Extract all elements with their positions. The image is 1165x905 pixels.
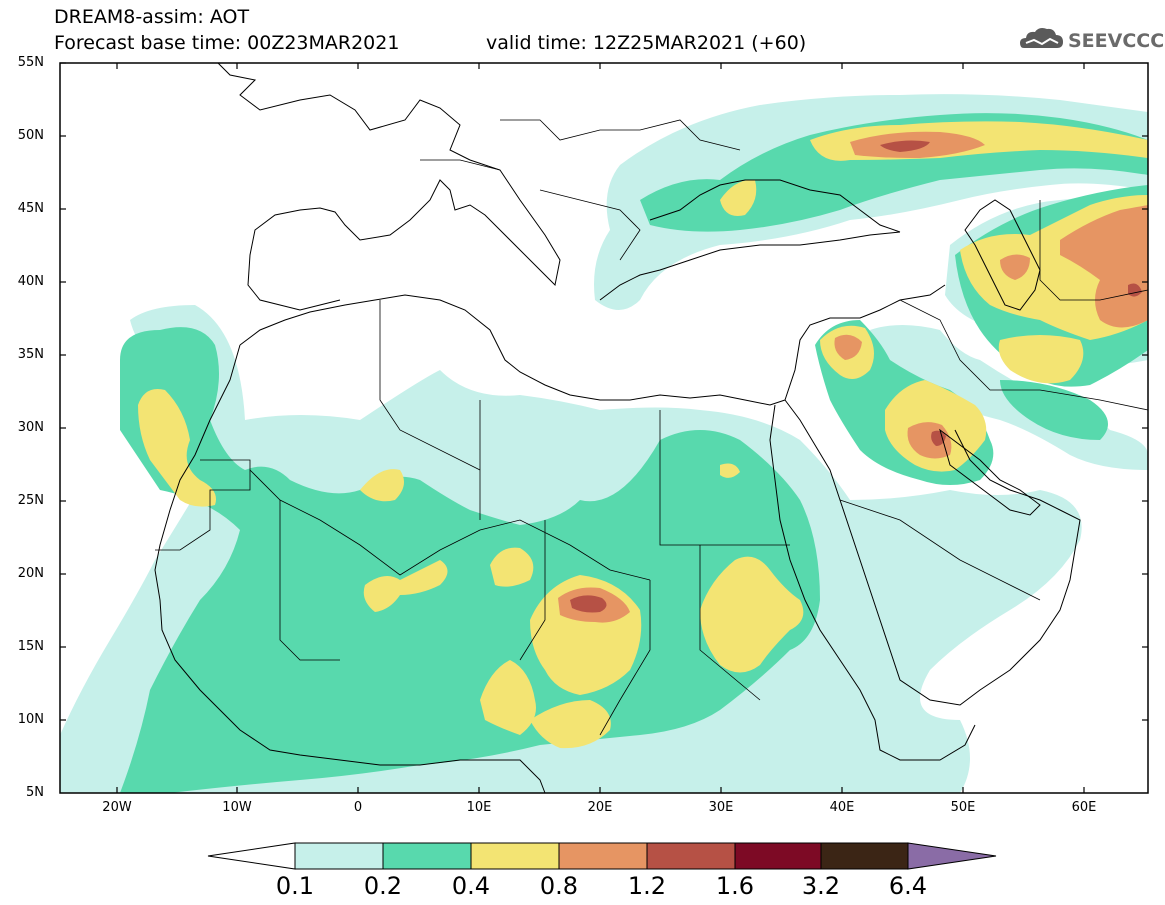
- colorbar-label: 6.4: [888, 872, 928, 900]
- lon-label: 10E: [466, 800, 492, 815]
- forecast-base-time: Forecast base time: 00Z23MAR2021: [54, 32, 400, 54]
- colorbar-swatch-6: [734, 842, 822, 870]
- lat-label: 50N: [17, 128, 44, 143]
- colorbar-label: 0.1: [275, 872, 315, 900]
- axis-ticks: [60, 62, 1148, 793]
- lat-label: 10N: [17, 712, 44, 727]
- coastlines: [154, 62, 1149, 794]
- colorbar-swatch-4: [558, 842, 648, 870]
- aot-level-1-2: [570, 140, 1142, 613]
- colorbar-label: 0.4: [451, 872, 491, 900]
- lon-label: 10W: [222, 800, 252, 815]
- lat-label: 25N: [17, 493, 44, 508]
- colorbar-label: 3.2: [801, 872, 841, 900]
- lat-label: 35N: [17, 347, 44, 362]
- colorbar-swatch-5: [646, 842, 736, 870]
- lat-label: 15N: [17, 639, 44, 654]
- colorbar-swatch-2: [382, 842, 472, 870]
- lon-label: 20E: [587, 800, 613, 815]
- valid-time: valid time: 12Z25MAR2021 (+60): [486, 32, 807, 54]
- colorbar-low-arrow: [207, 842, 296, 870]
- logo-text: SEEVCCC: [1068, 30, 1165, 52]
- lon-label: 60E: [1071, 800, 1097, 815]
- colorbar-swatch-1: [294, 842, 384, 870]
- lon-label: 50E: [950, 800, 976, 815]
- colorbar-label: 1.6: [715, 872, 755, 900]
- cloud-logo-icon: [1020, 28, 1063, 48]
- lat-label: 55N: [17, 55, 44, 70]
- colorbar-label: 0.2: [363, 872, 403, 900]
- lat-label: 5N: [26, 785, 44, 800]
- colorbar-swatch-3: [470, 842, 560, 870]
- lon-label: 40E: [829, 800, 855, 815]
- colorbar: [207, 842, 997, 870]
- lon-label: 30E: [708, 800, 734, 815]
- aot-level-0-8: [558, 131, 1148, 623]
- colorbar-swatch-7: [820, 842, 909, 870]
- lat-label: 20N: [17, 566, 44, 581]
- map-title: DREAM8-assim: AOT: [54, 6, 250, 28]
- lat-label: 45N: [17, 201, 44, 216]
- colorbar-high-arrow: [907, 842, 997, 870]
- lon-label: 0: [353, 800, 363, 815]
- colorbar-label: 0.8: [539, 872, 579, 900]
- lat-label: 40N: [17, 274, 44, 289]
- lon-label: 20W: [102, 800, 132, 815]
- lat-label: 30N: [17, 420, 44, 435]
- aot-field: [60, 94, 1148, 793]
- colorbar-label: 1.2: [627, 872, 667, 900]
